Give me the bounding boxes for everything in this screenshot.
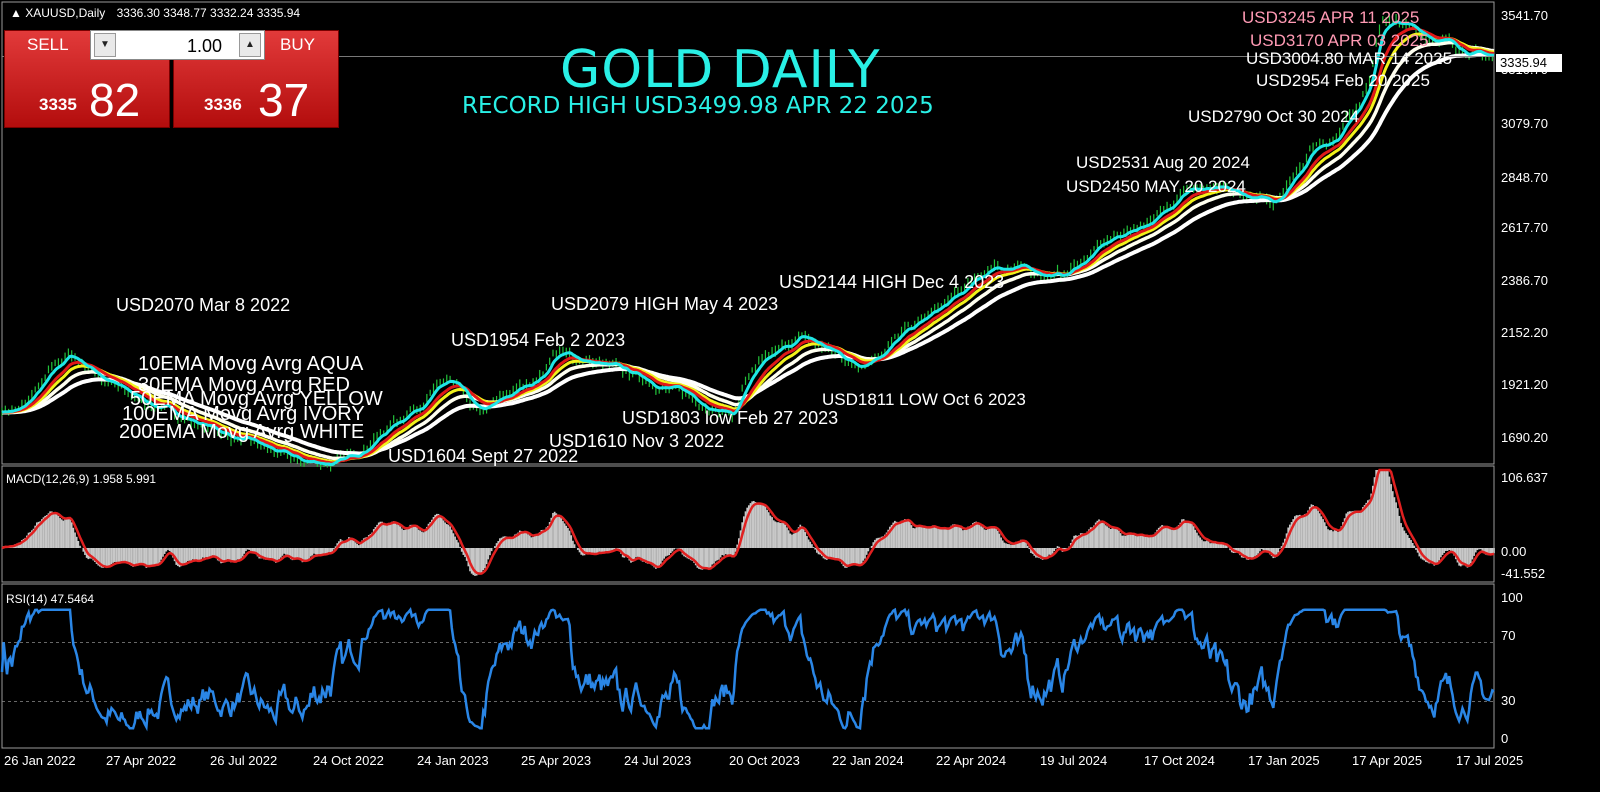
price-tick: 2848.70 xyxy=(1501,170,1548,185)
time-tick: 17 Apr 2025 xyxy=(1352,753,1423,768)
annotation-label: USD3004.80 MAR 14 2025 xyxy=(1246,49,1453,68)
annotation-label: USD2531 Aug 20 2024 xyxy=(1076,153,1250,172)
sell-label: SELL xyxy=(27,35,69,54)
time-tick: 17 Oct 2024 xyxy=(1144,753,1215,768)
legend-ema10: 10EMA Movg Avrg AQUA xyxy=(138,353,364,375)
buy-price-small: 3336 xyxy=(204,95,242,114)
annotation-label: USD2079 HIGH May 4 2023 xyxy=(551,294,779,314)
annotation-label: USD2790 Oct 30 2024 xyxy=(1188,107,1360,126)
ema10-line xyxy=(1,20,1495,466)
main-pane-frame xyxy=(1,1,1495,465)
annotation-label: USD2144 HIGH Dec 4 2023 xyxy=(779,272,1005,292)
rsi-title: RSI(14) 47.5464 xyxy=(6,592,95,606)
time-tick: 24 Jan 2023 xyxy=(417,753,489,768)
rsi-tick: 100 xyxy=(1501,590,1523,605)
annotation-label: USD1610 Nov 3 2022 xyxy=(549,431,725,451)
macd-tick: 0.00 xyxy=(1501,544,1527,559)
price-tick: 3541.70 xyxy=(1501,8,1548,23)
chart-main-title: GOLD DAILY xyxy=(560,40,881,100)
annotation-label: USD1954 Feb 2 2023 xyxy=(451,330,626,350)
current-price-tag: 3335.94 xyxy=(1496,54,1562,72)
one-click-trading-panel: SELL 3335 82 BUY 3336 37 ▼ 1.00 ▲ xyxy=(4,30,346,128)
legend-ema100: 100EMA Movg Avrg IVORY xyxy=(122,403,365,425)
time-tick: 22 Jan 2024 xyxy=(832,753,904,768)
annotation-label: USD3170 APR 03 2025 xyxy=(1250,31,1429,50)
time-tick: 26 Jan 2022 xyxy=(4,753,76,768)
rsi-line xyxy=(0,606,1495,732)
collapse-triangle-icon[interactable]: ▲ xyxy=(10,6,22,20)
buy-price-big: 37 xyxy=(258,74,310,126)
lot-size-field[interactable]: ▼ 1.00 ▲ xyxy=(90,30,265,60)
macd-pane-frame xyxy=(1,465,1495,583)
macd-title: MACD(12,26,9) 1.958 5.991 xyxy=(6,472,157,486)
time-tick: 24 Jul 2023 xyxy=(624,753,692,768)
time-tick: 17 Jul 2025 xyxy=(1456,753,1524,768)
legend-ema200: 200EMA Movg Avrg WHITE xyxy=(119,421,365,443)
legend-ema50: 50EMA Movg Avrg YELLOW xyxy=(130,388,383,410)
chart-header: ▲ XAUUSD,Daily 3336.30 3348.77 3332.24 3… xyxy=(10,6,300,20)
time-tick: 24 Oct 2022 xyxy=(313,753,384,768)
lot-size-value[interactable]: 1.00 xyxy=(186,36,222,56)
price-tick: 2386.70 xyxy=(1501,273,1548,288)
lot-decrease-button[interactable]: ▼ xyxy=(94,33,116,57)
time-tick: 26 Jul 2022 xyxy=(210,753,278,768)
rsi-tick: 30 xyxy=(1501,693,1516,708)
annotation-label: USD3245 APR 11 2025 xyxy=(1242,8,1420,27)
macd-signal-line xyxy=(1,468,1495,575)
price-tick: 2617.70 xyxy=(1501,220,1548,235)
time-tick: 25 Apr 2023 xyxy=(521,753,592,768)
annotation-label: USD1803 low Feb 27 2023 xyxy=(622,408,839,428)
time-tick: 17 Jan 2025 xyxy=(1248,753,1320,768)
sell-price-big: 82 xyxy=(89,74,141,126)
sell-price-small: 3335 xyxy=(39,95,77,114)
legend-ema30: 30EMA Movg Avrg RED xyxy=(138,374,350,396)
time-tick: 20 Oct 2023 xyxy=(729,753,800,768)
time-tick: 19 Jul 2024 xyxy=(1040,753,1108,768)
price-tick: 1690.20 xyxy=(1501,430,1548,445)
rsi-tick: 0 xyxy=(1501,731,1509,746)
price-tick: 3079.70 xyxy=(1501,116,1548,131)
annotation-label: USD1604 Sept 27 2022 xyxy=(388,446,579,466)
macd-tick: 106.637 xyxy=(1501,470,1548,485)
price-tick: 2152.20 xyxy=(1501,325,1548,340)
chart-subtitle: RECORD HIGH USD3499.98 APR 22 2025 xyxy=(462,93,934,119)
time-tick: 27 Apr 2022 xyxy=(106,753,177,768)
annotation-label: USD2070 Mar 8 2022 xyxy=(116,295,291,315)
buy-label: BUY xyxy=(280,35,315,54)
symbol-label: XAUUSD,Daily xyxy=(25,6,106,20)
annotation-label: USD2954 Feb 20 2025 xyxy=(1256,71,1430,90)
rsi-tick: 70 xyxy=(1501,628,1516,643)
annotation-label: USD1811 LOW Oct 6 2023 xyxy=(822,390,1026,409)
macd-tick: -41.552 xyxy=(1501,566,1546,581)
ohlc-values: 3336.30 3348.77 3332.24 3335.94 xyxy=(116,6,301,20)
rsi-pane-frame xyxy=(1,583,1495,749)
time-tick: 22 Apr 2024 xyxy=(936,753,1007,768)
price-tick: 1921.20 xyxy=(1501,377,1548,392)
annotation-label: USD2450 MAY 20 2024 xyxy=(1066,177,1246,196)
lot-increase-button[interactable]: ▲ xyxy=(239,33,261,57)
